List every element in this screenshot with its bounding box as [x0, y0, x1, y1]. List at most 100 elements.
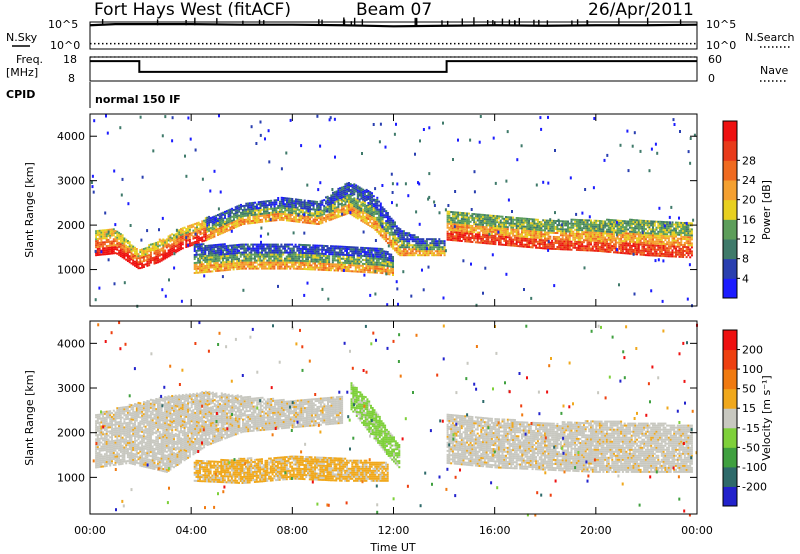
heatmap-cell: [355, 200, 358, 203]
heatmap-cell: [268, 220, 271, 222]
heatmap-cell: [360, 189, 363, 192]
heatmap-cell: [503, 227, 506, 230]
heatmap-cell: [386, 267, 389, 269]
heatmap-cell: [522, 223, 525, 226]
heatmap-cell: [321, 219, 324, 222]
heatmap-cell: [531, 238, 534, 241]
heatmap-cell: [508, 240, 511, 243]
heatmap-cell: [248, 267, 251, 270]
heatmap-cell: [247, 220, 250, 223]
heatmap-cell: [216, 269, 219, 272]
heatmap-cell: [434, 250, 437, 253]
heatmap-cell: [598, 240, 601, 242]
heatmap-cell: [204, 251, 207, 253]
heatmap-cell: [390, 243, 393, 246]
heatmap-cell: [536, 218, 539, 221]
heatmap-cell: [567, 244, 569, 247]
heatmap-cell: [158, 238, 161, 241]
heatmap-cell: [307, 201, 310, 204]
heatmap-cell: [111, 234, 113, 237]
heatmap-cell: [455, 231, 458, 234]
heatmap-cell: [372, 217, 375, 220]
heatmap-cell: [370, 271, 373, 274]
heatmap-cell: [538, 235, 541, 237]
heatmap-cell: [512, 216, 515, 219]
heatmap-cell: [349, 203, 352, 206]
heatmap-cell: [632, 227, 635, 229]
heatmap-cell: [309, 200, 311, 203]
heatmap-cell: [634, 249, 637, 252]
heatmap-cell: [581, 229, 584, 232]
heatmap-cell: [349, 209, 352, 212]
heatmap-cell: [230, 246, 233, 249]
heatmap-cell: [376, 202, 379, 205]
heatmap-cell: [353, 203, 356, 206]
heatmap-cell: [559, 228, 562, 231]
heatmap-cell: [369, 247, 371, 250]
heatmap-cell: [328, 255, 331, 258]
heatmap-cell: [386, 230, 389, 232]
heatmap-cell: [317, 213, 320, 215]
heatmap-cell: [176, 232, 179, 235]
heatmap-cell: [545, 233, 548, 236]
heatmap-cell: [123, 247, 126, 250]
heatmap-cell: [214, 254, 217, 256]
heatmap-cell: [519, 223, 522, 226]
heatmap-cell: [263, 216, 265, 219]
heatmap-cell: [367, 214, 370, 216]
heatmap-cell: [245, 263, 247, 266]
heatmap-cell: [271, 211, 274, 214]
heatmap-cell: [335, 216, 338, 219]
heatmap-cell: [360, 195, 363, 198]
heatmap-cell: [567, 222, 569, 225]
heatmap-cell: [227, 229, 230, 232]
heatmap-cell: [358, 206, 361, 209]
heatmap-cell: [451, 217, 454, 220]
heatmap-cell: [536, 242, 539, 245]
heatmap-cell: [540, 247, 543, 250]
heatmap-cell: [593, 239, 596, 242]
heatmap-cell: [149, 259, 152, 262]
heatmap-cell: [363, 247, 366, 249]
heatmap-cell: [609, 251, 612, 253]
heatmap-cell: [417, 246, 419, 249]
heatmap-cell: [399, 230, 402, 233]
heatmap-cell: [629, 236, 631, 239]
heatmap-cell: [376, 228, 379, 231]
heatmap-cell: [157, 251, 159, 254]
heatmap-cell: [231, 219, 234, 222]
heatmap-cell: [446, 212, 449, 215]
heatmap-cell: [381, 236, 384, 239]
heatmap-cell: [473, 223, 476, 226]
heatmap-cell: [259, 203, 262, 205]
heatmap-cell: [559, 238, 562, 241]
heatmap-cell: [213, 244, 216, 247]
heatmap-cell: [600, 244, 603, 247]
heatmap-cell: [239, 245, 242, 248]
heatmap-cell: [478, 215, 481, 218]
heatmap-cell: [261, 245, 263, 248]
heatmap-cell: [630, 232, 633, 235]
heatmap-cell: [363, 189, 366, 192]
heatmap-cell: [344, 185, 347, 188]
heatmap-cell: [291, 208, 294, 210]
heatmap-cell: [448, 228, 451, 231]
heatmap-cell: [241, 247, 244, 250]
heatmap-cell: [180, 228, 182, 231]
heatmap-cell: [204, 223, 207, 226]
heatmap-cell: [395, 247, 398, 250]
heatmap-cell: [460, 214, 463, 216]
heatmap-cell: [590, 227, 592, 230]
heatmap-cell: [103, 253, 106, 256]
heatmap-cell: [383, 254, 386, 257]
heatmap-cell: [349, 246, 352, 249]
heatmap-cell: [545, 227, 548, 230]
heatmap-cell: [492, 242, 495, 245]
heatmap-cell: [561, 226, 564, 229]
heatmap-cell: [241, 267, 244, 270]
heatmap-cell: [485, 228, 488, 231]
heatmap-cell: [385, 210, 388, 213]
heatmap-cell: [231, 225, 234, 228]
heatmap-cell: [312, 222, 315, 225]
heatmap-cell: [160, 259, 163, 262]
